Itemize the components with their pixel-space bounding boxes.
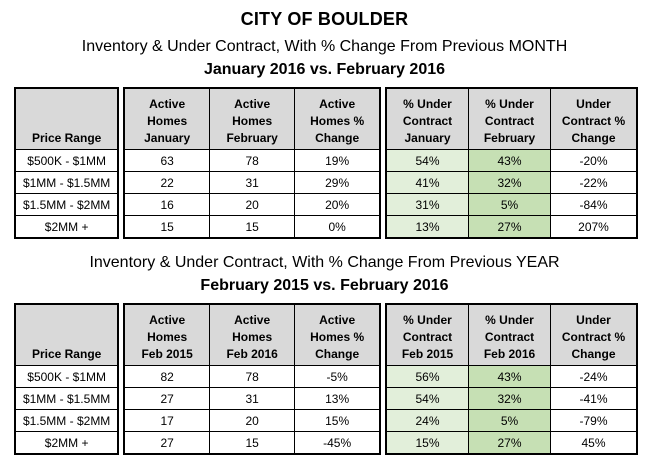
under-contract-change-cell: -22% — [550, 171, 638, 194]
under-contract-cell: 32% — [468, 387, 551, 410]
active-homes-cell: 31 — [209, 387, 296, 410]
price-range-header: Price Range — [14, 303, 119, 366]
column-header: Active Homes Feb 2016 — [209, 303, 296, 366]
column-header: Active Homes January — [123, 87, 211, 150]
under-contract-change-cell: 45% — [550, 431, 638, 455]
column-header: Active Homes % Change — [294, 87, 381, 150]
month-under-contract-group: % Under Contract January % Under Contrac… — [385, 87, 638, 239]
under-contract-cell: 54% — [385, 149, 469, 172]
under-contract-cell: 41% — [385, 171, 469, 194]
active-change-cell: 0% — [294, 215, 381, 239]
price-range-cell: $500K - $1MM — [14, 149, 119, 172]
month-table: Price Range $500K - $1MM $1MM - $1.5MM $… — [14, 87, 638, 239]
price-range-cell: $2MM + — [14, 215, 119, 239]
month-active-homes-group: Active Homes January Active Homes Februa… — [123, 87, 382, 239]
under-contract-change-cell: -24% — [550, 365, 638, 388]
active-homes-cell: 78 — [209, 149, 296, 172]
under-contract-change-cell: -41% — [550, 387, 638, 410]
under-contract-cell: 56% — [385, 365, 469, 388]
active-homes-cell: 15 — [123, 215, 211, 239]
active-homes-cell: 16 — [123, 193, 211, 216]
price-range-header: Price Range — [14, 87, 119, 150]
year-comparison-label: February 2015 vs. February 2016 — [200, 277, 449, 294]
column-header: Active Homes Feb 2015 — [123, 303, 211, 366]
active-homes-cell: 78 — [209, 365, 296, 388]
month-price-range-column: Price Range $500K - $1MM $1MM - $1.5MM $… — [14, 87, 120, 239]
under-contract-cell: 24% — [385, 409, 469, 432]
under-contract-cell: 32% — [468, 171, 551, 194]
under-contract-cell: 54% — [385, 387, 469, 410]
active-homes-cell: 15 — [209, 431, 296, 455]
year-price-range-column: Price Range $500K - $1MM $1MM - $1.5MM $… — [14, 303, 120, 455]
table-group-gap — [119, 87, 124, 239]
active-homes-cell: 20 — [209, 193, 296, 216]
column-header: Under Contract % Change — [550, 87, 638, 150]
under-contract-change-cell: -79% — [550, 409, 638, 432]
under-contract-cell: 27% — [468, 431, 551, 455]
month-section-subtitle: Inventory & Under Contract, With % Chang… — [81, 38, 568, 55]
year-table: Price Range $500K - $1MM $1MM - $1.5MM $… — [14, 303, 638, 455]
year-section-subtitle: Inventory & Under Contract, With % Chang… — [89, 254, 560, 271]
column-header: Active Homes February — [209, 87, 296, 150]
price-range-cell: $2MM + — [14, 431, 119, 455]
under-contract-cell: 27% — [468, 215, 551, 239]
under-contract-cell: 13% — [385, 215, 469, 239]
under-contract-change-cell: -84% — [550, 193, 638, 216]
under-contract-change-cell: -20% — [550, 149, 638, 172]
active-homes-cell: 15 — [209, 215, 296, 239]
price-range-cell: $1.5MM - $2MM — [14, 193, 119, 216]
column-header: % Under Contract January — [385, 87, 469, 150]
active-change-cell: 20% — [294, 193, 381, 216]
column-header: % Under Contract Feb 2016 — [468, 303, 551, 366]
column-header: Under Contract % Change — [550, 303, 638, 366]
price-range-cell: $500K - $1MM — [14, 365, 119, 388]
active-homes-cell: 31 — [209, 171, 296, 194]
column-header: Active Homes % Change — [294, 303, 381, 366]
under-contract-cell: 15% — [385, 431, 469, 455]
table-group-gap — [381, 303, 385, 455]
column-header: % Under Contract February — [468, 87, 551, 150]
active-change-cell: 19% — [294, 149, 381, 172]
column-header: % Under Contract Feb 2015 — [385, 303, 469, 366]
active-change-cell: -5% — [294, 365, 381, 388]
active-change-cell: 13% — [294, 387, 381, 410]
price-range-cell: $1.5MM - $2MM — [14, 409, 119, 432]
active-homes-cell: 27 — [123, 431, 211, 455]
active-homes-cell: 22 — [123, 171, 211, 194]
year-active-homes-group: Active Homes Feb 2015 Active Homes Feb 2… — [123, 303, 382, 455]
price-range-cell: $1MM - $1.5MM — [14, 171, 119, 194]
active-homes-cell: 20 — [209, 409, 296, 432]
under-contract-cell: 43% — [468, 149, 551, 172]
active-homes-cell: 82 — [123, 365, 211, 388]
year-under-contract-group: % Under Contract Feb 2015 % Under Contra… — [385, 303, 638, 455]
active-change-cell: 29% — [294, 171, 381, 194]
under-contract-cell: 31% — [385, 193, 469, 216]
page-title: CITY OF BOULDER — [240, 9, 409, 29]
active-change-cell: -45% — [294, 431, 381, 455]
year-section-header: Inventory & Under Contract, With % Chang… — [0, 254, 649, 295]
active-homes-cell: 63 — [123, 149, 211, 172]
price-range-cell: $1MM - $1.5MM — [14, 387, 119, 410]
report-header: CITY OF BOULDER Inventory & Under Contra… — [0, 9, 649, 79]
month-comparison-label: January 2016 vs. February 2016 — [203, 61, 446, 78]
active-homes-cell: 27 — [123, 387, 211, 410]
table-group-gap — [381, 87, 385, 239]
under-contract-change-cell: 207% — [550, 215, 638, 239]
under-contract-cell: 43% — [468, 365, 551, 388]
active-homes-cell: 17 — [123, 409, 211, 432]
under-contract-cell: 5% — [468, 409, 551, 432]
table-group-gap — [119, 303, 124, 455]
active-change-cell: 15% — [294, 409, 381, 432]
under-contract-cell: 5% — [468, 193, 551, 216]
